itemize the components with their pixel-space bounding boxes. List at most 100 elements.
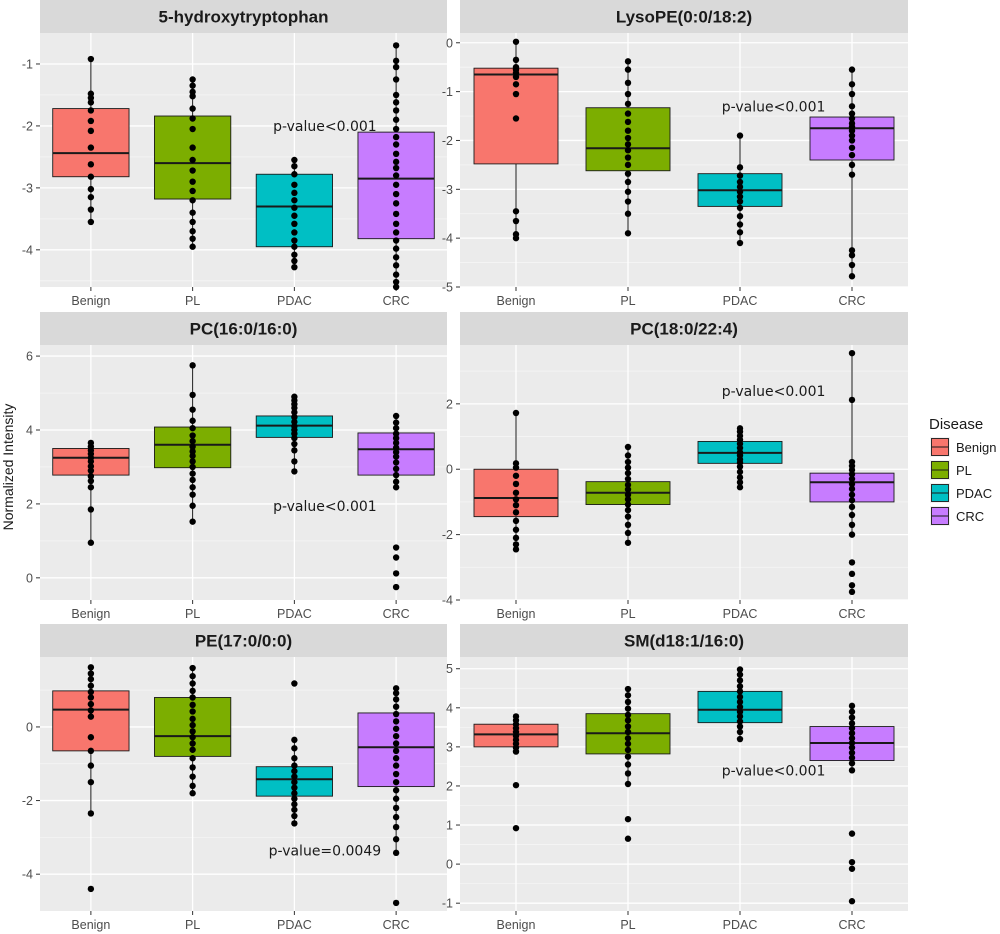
data-point bbox=[624, 469, 632, 477]
data-point bbox=[848, 151, 856, 159]
data-point bbox=[392, 725, 400, 732]
data-point bbox=[291, 413, 298, 421]
data-point bbox=[736, 718, 744, 725]
data-point bbox=[291, 790, 298, 797]
data-point bbox=[291, 468, 298, 475]
data-point bbox=[189, 764, 196, 771]
data-point bbox=[87, 99, 95, 106]
data-point bbox=[392, 91, 400, 99]
data-point bbox=[624, 770, 632, 777]
data-point bbox=[848, 66, 856, 73]
data-point bbox=[624, 728, 632, 736]
data-point bbox=[189, 115, 196, 122]
data-point bbox=[512, 38, 520, 45]
panel-title: LysoPE(0:0/18:2) bbox=[616, 8, 752, 27]
box-crc bbox=[357, 42, 435, 291]
data-point bbox=[624, 464, 632, 471]
data-point bbox=[848, 735, 856, 742]
data-point bbox=[848, 252, 856, 259]
data-point bbox=[291, 680, 298, 687]
data-point bbox=[624, 685, 632, 693]
data-point bbox=[87, 694, 95, 701]
data-point bbox=[512, 526, 520, 533]
y-tick-label: 4 bbox=[26, 424, 33, 438]
data-point bbox=[291, 806, 298, 813]
x-tick-label: Benign bbox=[497, 294, 536, 308]
data-point bbox=[291, 773, 298, 780]
data-point bbox=[392, 172, 400, 179]
data-point bbox=[848, 115, 856, 122]
box-crc bbox=[809, 702, 895, 905]
data-point bbox=[189, 178, 196, 185]
data-point bbox=[736, 221, 744, 228]
data-point bbox=[392, 465, 400, 473]
data-point bbox=[291, 229, 298, 236]
y-axis-label: Normalized Intensity bbox=[0, 404, 16, 531]
data-point bbox=[624, 458, 632, 466]
data-point bbox=[848, 110, 856, 117]
data-point bbox=[189, 701, 196, 709]
data-point bbox=[736, 474, 744, 481]
panel-pc-18-0-22-4: PC(18:0/22:4) -4 -2 0 2 Benign PL PDAC CRC p-valu… bbox=[442, 312, 908, 621]
data-point bbox=[624, 100, 632, 108]
data-point bbox=[624, 452, 632, 459]
data-point bbox=[848, 767, 856, 774]
data-point bbox=[624, 66, 632, 73]
data-point bbox=[392, 813, 400, 821]
y-tick-label: -5 bbox=[442, 281, 453, 295]
data-point bbox=[512, 748, 520, 755]
data-point bbox=[624, 230, 632, 237]
data-point bbox=[189, 740, 196, 747]
data-point bbox=[291, 257, 298, 265]
panel-pe-17-0-0-0: PE(17:0/0:0) -4 -2 0 Benign PL PDAC CRC p-value=… bbox=[22, 624, 447, 932]
data-point bbox=[189, 708, 196, 715]
data-point bbox=[189, 518, 196, 525]
data-point bbox=[87, 218, 95, 226]
data-point bbox=[848, 491, 856, 498]
data-point bbox=[736, 484, 744, 491]
data-point bbox=[848, 137, 856, 144]
data-point bbox=[392, 795, 400, 802]
x-tick-label: Benign bbox=[71, 607, 110, 621]
data-point bbox=[392, 57, 400, 65]
data-point bbox=[189, 458, 196, 465]
data-point bbox=[392, 237, 400, 244]
data-point bbox=[291, 812, 298, 820]
data-point bbox=[87, 734, 95, 741]
data-point bbox=[736, 683, 744, 690]
data-point bbox=[87, 670, 95, 677]
y-tick-label: 3 bbox=[446, 740, 453, 754]
x-tick-label: Benign bbox=[71, 294, 110, 308]
y-tick-label: 0 bbox=[26, 720, 33, 734]
data-point bbox=[291, 447, 298, 454]
data-point bbox=[87, 778, 95, 786]
data-point bbox=[624, 210, 632, 217]
data-point bbox=[189, 235, 196, 242]
box-pl bbox=[154, 76, 232, 250]
data-point bbox=[736, 693, 744, 701]
data-point bbox=[512, 217, 520, 225]
data-point bbox=[512, 90, 520, 98]
data-point bbox=[512, 781, 520, 789]
data-point bbox=[392, 570, 400, 577]
data-point bbox=[736, 172, 744, 179]
data-point bbox=[291, 795, 298, 802]
data-point bbox=[736, 164, 744, 171]
data-point bbox=[392, 484, 400, 491]
data-point bbox=[624, 521, 632, 529]
data-point bbox=[848, 127, 856, 134]
data-point bbox=[87, 688, 95, 696]
data-point bbox=[392, 444, 400, 451]
box-benign bbox=[52, 439, 130, 546]
data-point bbox=[624, 705, 632, 712]
data-point bbox=[189, 209, 196, 216]
legend-item-pl: PL bbox=[930, 460, 972, 480]
data-point bbox=[291, 434, 298, 442]
data-point bbox=[291, 430, 298, 437]
data-point bbox=[624, 79, 632, 87]
legend-label: CRC bbox=[956, 509, 984, 524]
data-point bbox=[291, 404, 298, 412]
data-point bbox=[512, 501, 520, 509]
data-point bbox=[392, 412, 400, 420]
data-point bbox=[392, 762, 400, 769]
